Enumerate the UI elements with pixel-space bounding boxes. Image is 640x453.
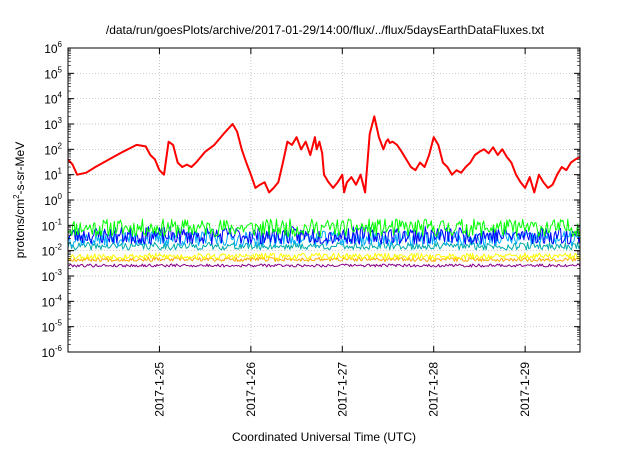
y-tick-label-exponent: 3 [58,116,63,125]
y-tick-label: 10-6 [42,344,63,360]
y-tick-label: 10-1 [42,217,63,233]
y-axis-label: protons/cm2-s-sr-MeV [12,142,27,258]
y-tick-label-exponent: 2 [58,141,63,150]
y-tick-label-exponent: 5 [58,65,63,74]
series-line [68,256,580,262]
y-tick-label-base: 10 [42,270,56,284]
series-line [68,218,580,238]
y-tick-label-exponent: -4 [55,293,63,302]
y-tick-label-exponent: -1 [55,217,63,226]
series-line [68,263,580,268]
series-line [68,241,580,251]
y-tick-label: 102 [44,141,62,157]
grid [68,48,580,352]
y-tick-label-exponent: 4 [58,91,63,100]
series-layer [68,115,580,268]
y-tick-label-base: 10 [42,321,56,335]
y-tick-label: 101 [44,167,62,183]
axis-ticks [68,47,580,353]
y-tick-label-exponent: -6 [55,344,63,353]
y-tick-label-exponent: 1 [58,167,63,176]
y-axis-label-main: protons/cm [13,199,27,258]
y-tick-label: 10-2 [42,243,63,259]
y-tick-label: 106 [44,40,62,56]
y-tick-label: 10-4 [42,293,63,309]
x-axis-tick-labels: 2017-1-25 2017-1-26 2017-1-27 2017-1-28 2017… [152,362,532,417]
x-tick-label: 2017-1-27 [335,362,349,417]
y-tick-label-exponent: -5 [55,319,63,328]
y-tick-label-base: 10 [42,219,56,233]
y-axis-label-sup: 2 [12,194,21,199]
y-tick-label: 104 [44,91,62,107]
x-tick-label: 2017-1-26 [244,362,258,417]
y-tick-label-exponent: -2 [55,243,63,252]
y-tick-label-exponent: 0 [58,192,63,201]
y-tick-label-base: 10 [42,245,56,259]
y-tick-label-base: 10 [44,67,58,81]
y-tick-label-base: 10 [44,143,58,157]
y-tick-label-base: 10 [42,295,56,309]
series-line [68,115,580,194]
y-tick-label-base: 10 [44,118,58,132]
series-line [68,230,580,247]
y-tick-label-base: 10 [42,346,56,360]
chart-title: /data/run/goesPlots/archive/2017-01-29/1… [106,23,545,37]
series-line [68,226,580,245]
x-tick-label: 2017-1-28 [427,362,441,417]
y-tick-label: 100 [44,192,62,208]
y-tick-label: 10-3 [42,268,63,284]
x-axis-label: Coordinated Universal Time (UTC) [232,430,416,444]
y-tick-label: 10-5 [42,319,63,335]
y-axis-tick-labels: 10610510410310210110010-110-210-310-410-… [42,40,63,360]
x-tick-label: 2017-1-25 [152,362,166,417]
y-tick-label-base: 10 [44,194,58,208]
y-tick-label: 103 [44,116,62,132]
x-tick-label: 2017-1-29 [518,362,532,417]
y-tick-label-base: 10 [44,169,58,183]
y-tick-label-base: 10 [44,42,58,56]
y-tick-label-base: 10 [44,93,58,107]
y-tick-label-exponent: 6 [58,40,63,49]
y-axis-label-rest: -s-sr-MeV [13,142,27,195]
y-tick-label: 105 [44,65,62,81]
series-line [68,252,580,260]
y-tick-label-exponent: -3 [55,268,63,277]
